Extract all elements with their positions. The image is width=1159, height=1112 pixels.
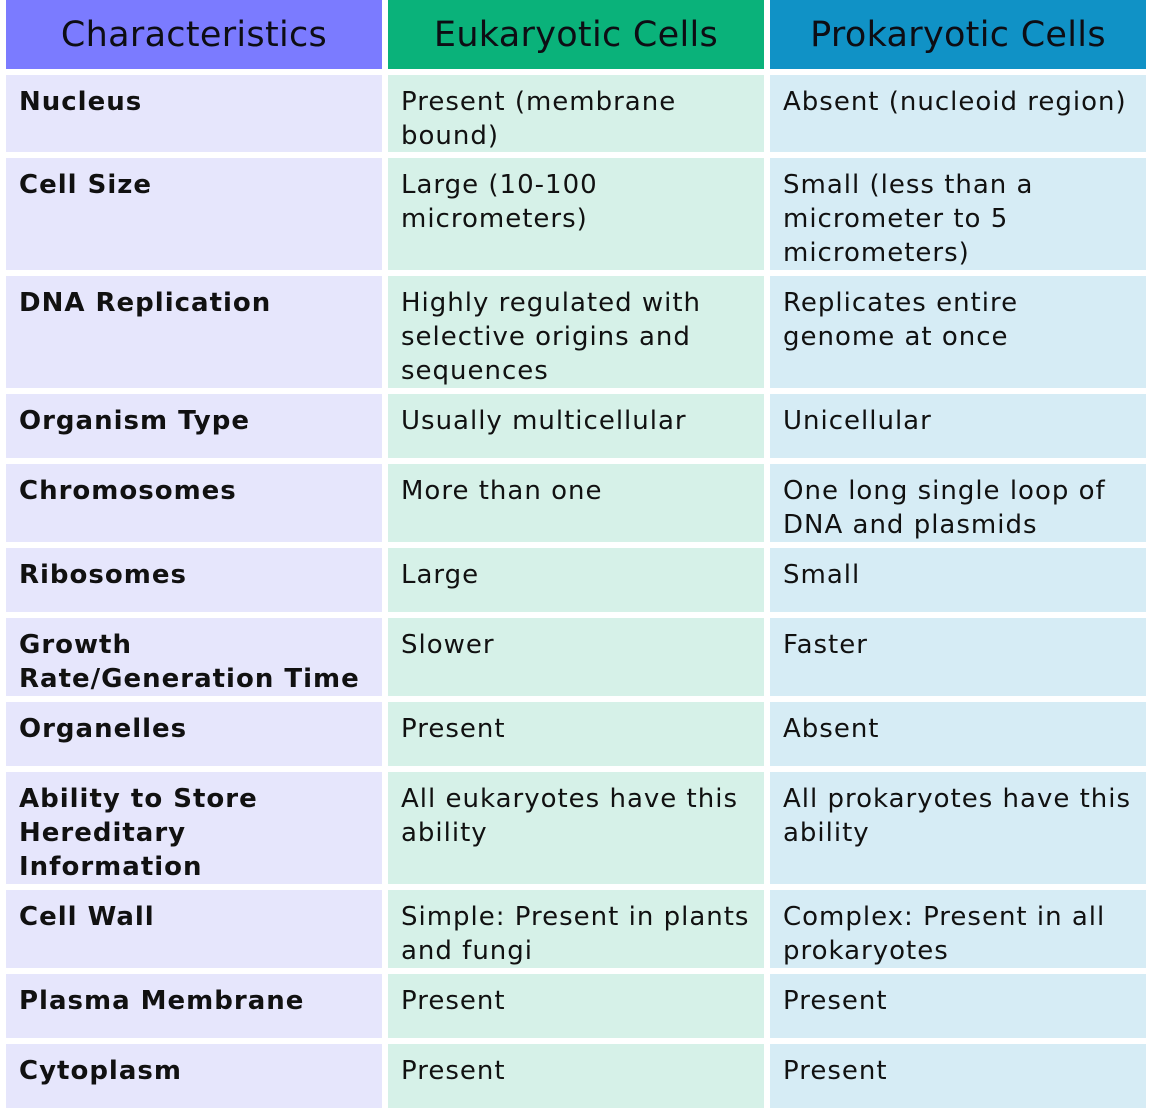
cell-characteristic: Organism Type — [6, 394, 382, 458]
cell-prokaryotic: Small (less than a micrometer to 5 micro… — [770, 158, 1146, 270]
cell-prokaryotic: Unicellular — [770, 394, 1146, 458]
cell-characteristic: Cell Size — [6, 158, 382, 270]
cell-prokaryotic: Absent — [770, 702, 1146, 766]
cell-eukaryotic: Large — [388, 548, 764, 612]
cell-characteristic: Plasma Membrane — [6, 974, 382, 1038]
cell-characteristic: Nucleus — [6, 75, 382, 152]
cell-eukaryotic: Simple: Present in plants and fungi — [388, 890, 764, 968]
cell-eukaryotic: All eukaryotes have this ability — [388, 772, 764, 884]
cell-characteristic: Growth Rate/Generation Time — [6, 618, 382, 696]
cell-prokaryotic: Faster — [770, 618, 1146, 696]
cell-eukaryotic: Highly regulated with selective origins … — [388, 276, 764, 388]
header-prokaryotic-cells: Prokaryotic Cells — [770, 0, 1146, 69]
cell-eukaryotic: More than one — [388, 464, 764, 542]
cell-characteristic: Chromosomes — [6, 464, 382, 542]
cell-prokaryotic: Present — [770, 974, 1146, 1038]
cell-characteristic: Ribosomes — [6, 548, 382, 612]
cell-eukaryotic: Present — [388, 1044, 764, 1108]
cell-eukaryotic: Present (membrane bound) — [388, 75, 764, 152]
cell-prokaryotic: Present — [770, 1044, 1146, 1108]
cell-prokaryotic: Replicates entire genome at once — [770, 276, 1146, 388]
cell-eukaryotic: Present — [388, 702, 764, 766]
cell-characteristic: Cell Wall — [6, 890, 382, 968]
cell-prokaryotic: Absent (nucleoid region) — [770, 75, 1146, 152]
cell-characteristic: Ability to Store Hereditary Information — [6, 772, 382, 884]
header-characteristics: Characteristics — [6, 0, 382, 69]
cell-eukaryotic: Large (10-100 micrometers) — [388, 158, 764, 270]
header-eukaryotic-cells: Eukaryotic Cells — [388, 0, 764, 69]
cell-prokaryotic: Complex: Present in all prokaryotes — [770, 890, 1146, 968]
cell-eukaryotic: Slower — [388, 618, 764, 696]
cell-characteristic: Organelles — [6, 702, 382, 766]
cell-characteristic: DNA Replication — [6, 276, 382, 388]
comparison-table: Characteristics Eukaryotic Cells Prokary… — [6, 0, 1146, 1108]
cell-eukaryotic: Usually multicellular — [388, 394, 764, 458]
cell-prokaryotic: All prokaryotes have this ability — [770, 772, 1146, 884]
cell-prokaryotic: One long single loop of DNA and plasmids — [770, 464, 1146, 542]
cell-prokaryotic: Small — [770, 548, 1146, 612]
cell-characteristic: Cytoplasm — [6, 1044, 382, 1108]
cell-eukaryotic: Present — [388, 974, 764, 1038]
